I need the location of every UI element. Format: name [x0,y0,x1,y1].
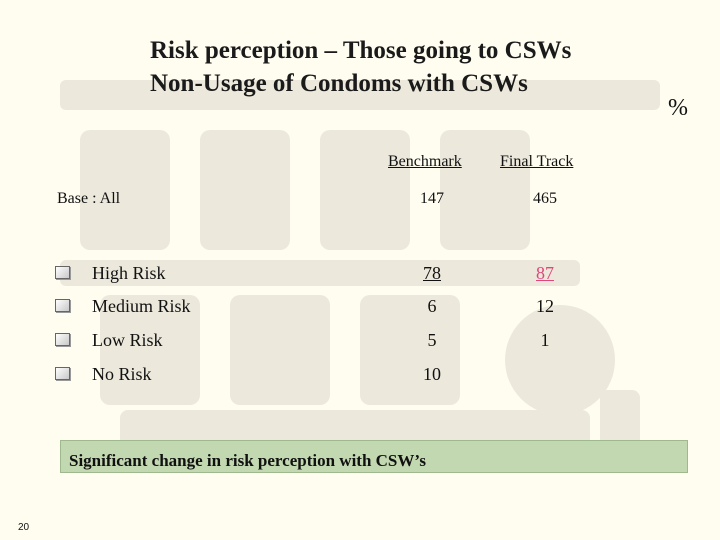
row-label-medium-risk: Medium Risk [92,296,191,316]
row-low-risk-final-track: 1 [540,330,550,350]
row-high-risk-benchmark: 78 [423,263,441,283]
base-final-track-value: 465 [533,190,557,207]
row-medium-risk-final-track: 12 [536,296,554,316]
row-medium-risk-benchmark: 6 [427,296,437,316]
row-low-risk-benchmark: 5 [427,330,437,350]
title-line-2: Non-Usage of Condoms with CSWs [150,70,528,97]
bullet-icon [55,299,70,312]
column-header-benchmark: Benchmark [388,153,462,170]
slide-title: Risk perception – Those going to CSWs No… [150,34,571,100]
bullet-icon [55,266,70,279]
bullet-icon [55,367,70,380]
column-header-final-track: Final Track [500,153,574,170]
page-number: 20 [18,522,30,533]
title-line-1: Risk perception – Those going to CSWs [150,37,572,64]
row-no-risk-benchmark: 10 [423,364,441,384]
unit-label: % [668,95,688,121]
row-label-low-risk: Low Risk [92,330,163,350]
row-label-high-risk: High Risk [92,263,166,283]
significance-note: Significant change in risk perception wi… [60,440,688,473]
row-high-risk-final-track: 87 [536,263,554,283]
base-label: Base : All [57,190,121,207]
base-benchmark-value: 147 [420,190,444,207]
row-label-no-risk: No Risk [92,364,152,384]
bullet-icon [55,333,70,346]
